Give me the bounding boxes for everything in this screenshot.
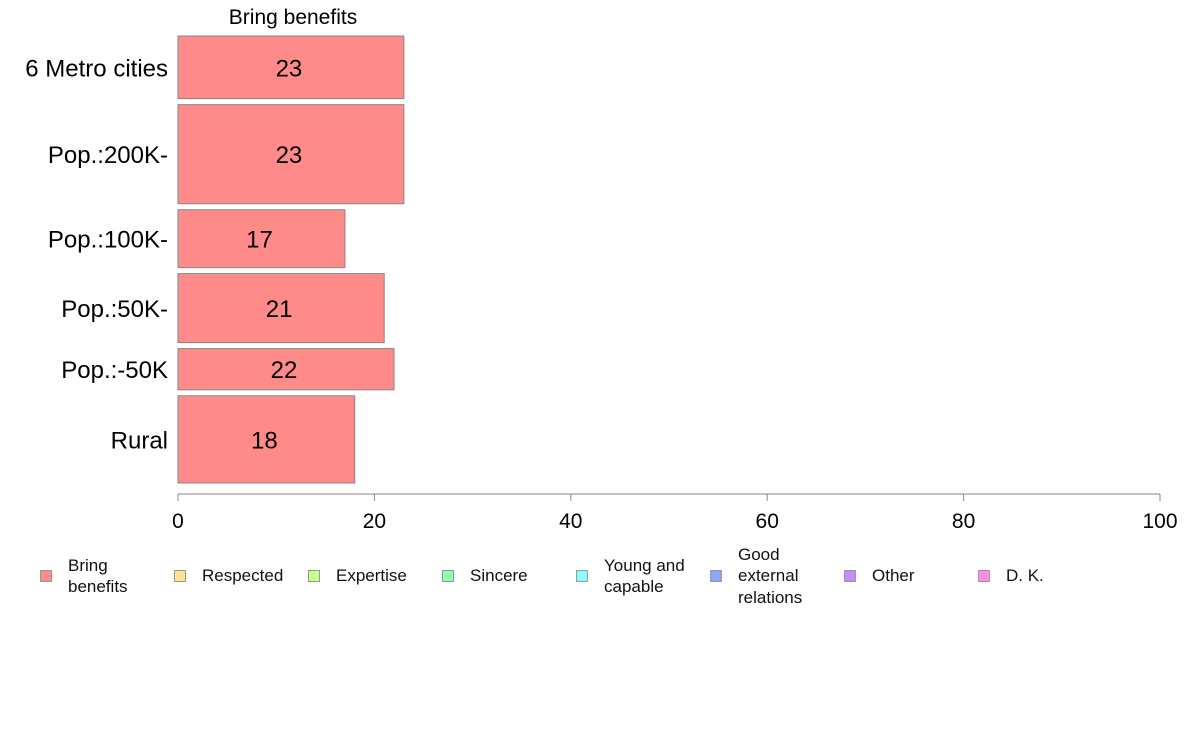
bar-value-label: 17	[246, 227, 273, 254]
x-tick-label: 100	[1142, 510, 1177, 533]
bar	[177, 35, 405, 100]
legend-swatch	[576, 570, 588, 582]
legend-label: Other	[872, 566, 915, 586]
bar	[177, 395, 356, 484]
legend-item: Expertise	[308, 540, 407, 612]
bar-value-label: 21	[266, 296, 293, 323]
legend-label: Young and capable	[604, 555, 685, 597]
bar	[177, 348, 395, 391]
bar	[177, 273, 385, 344]
legend-item: Respected	[174, 540, 283, 612]
x-tick-label: 20	[363, 510, 386, 533]
legend-swatch	[442, 570, 454, 582]
legend-item: Other	[844, 540, 915, 612]
legend-item: Young and capable	[576, 540, 685, 612]
legend-swatch	[844, 570, 856, 582]
legend-item: Bring benefits	[40, 540, 128, 612]
legend-label: Sincere	[470, 566, 528, 586]
bar-value-label: 18	[251, 427, 278, 454]
legend-label: Bring benefits	[68, 555, 128, 597]
legend-label: Respected	[202, 566, 284, 586]
legend-swatch	[174, 570, 186, 582]
legend-item: Sincere	[442, 540, 528, 612]
legend-label: D. K.	[1006, 566, 1044, 586]
legend-swatch	[710, 570, 722, 582]
legend-item: Good external relations	[710, 540, 802, 612]
category-label: 6 Metro cities	[25, 55, 168, 82]
bar-value-label: 23	[276, 142, 303, 169]
category-label: Rural	[111, 427, 168, 454]
x-tick-label: 40	[559, 510, 582, 533]
legend-label: Expertise	[336, 566, 407, 586]
legend: Bring benefits Respected Expertise Sincere Y…	[0, 540, 1188, 620]
bar-chart: Bring benefits 23 6 Metro cities 23 Pop.:20…	[25, 6, 1178, 533]
bar-value-label: 22	[271, 357, 298, 384]
x-tick-label: 80	[952, 510, 975, 533]
chart-title: Bring benefits	[229, 6, 357, 29]
legend-swatch	[978, 570, 990, 582]
legend-label: Good external relations	[738, 544, 803, 607]
bar	[177, 209, 346, 269]
bars-group: 23 6 Metro cities 23 Pop.:200K- 17 Pop.:100K-…	[25, 35, 405, 484]
legend-item: D. K.	[978, 540, 1044, 612]
category-label: Pop.:100K-	[48, 227, 168, 254]
category-label: Pop.:50K-	[61, 296, 168, 323]
category-label: Pop.:-50K	[61, 357, 168, 384]
bar-value-label: 23	[276, 55, 303, 82]
x-tick-label: 60	[756, 510, 779, 533]
category-label: Pop.:200K-	[48, 142, 168, 169]
x-tick-label: 0	[172, 510, 184, 533]
legend-swatch	[40, 570, 52, 582]
legend-swatch	[308, 570, 320, 582]
x-axis: 0 20 40 60 80 100	[172, 493, 1178, 533]
bar	[177, 104, 405, 205]
